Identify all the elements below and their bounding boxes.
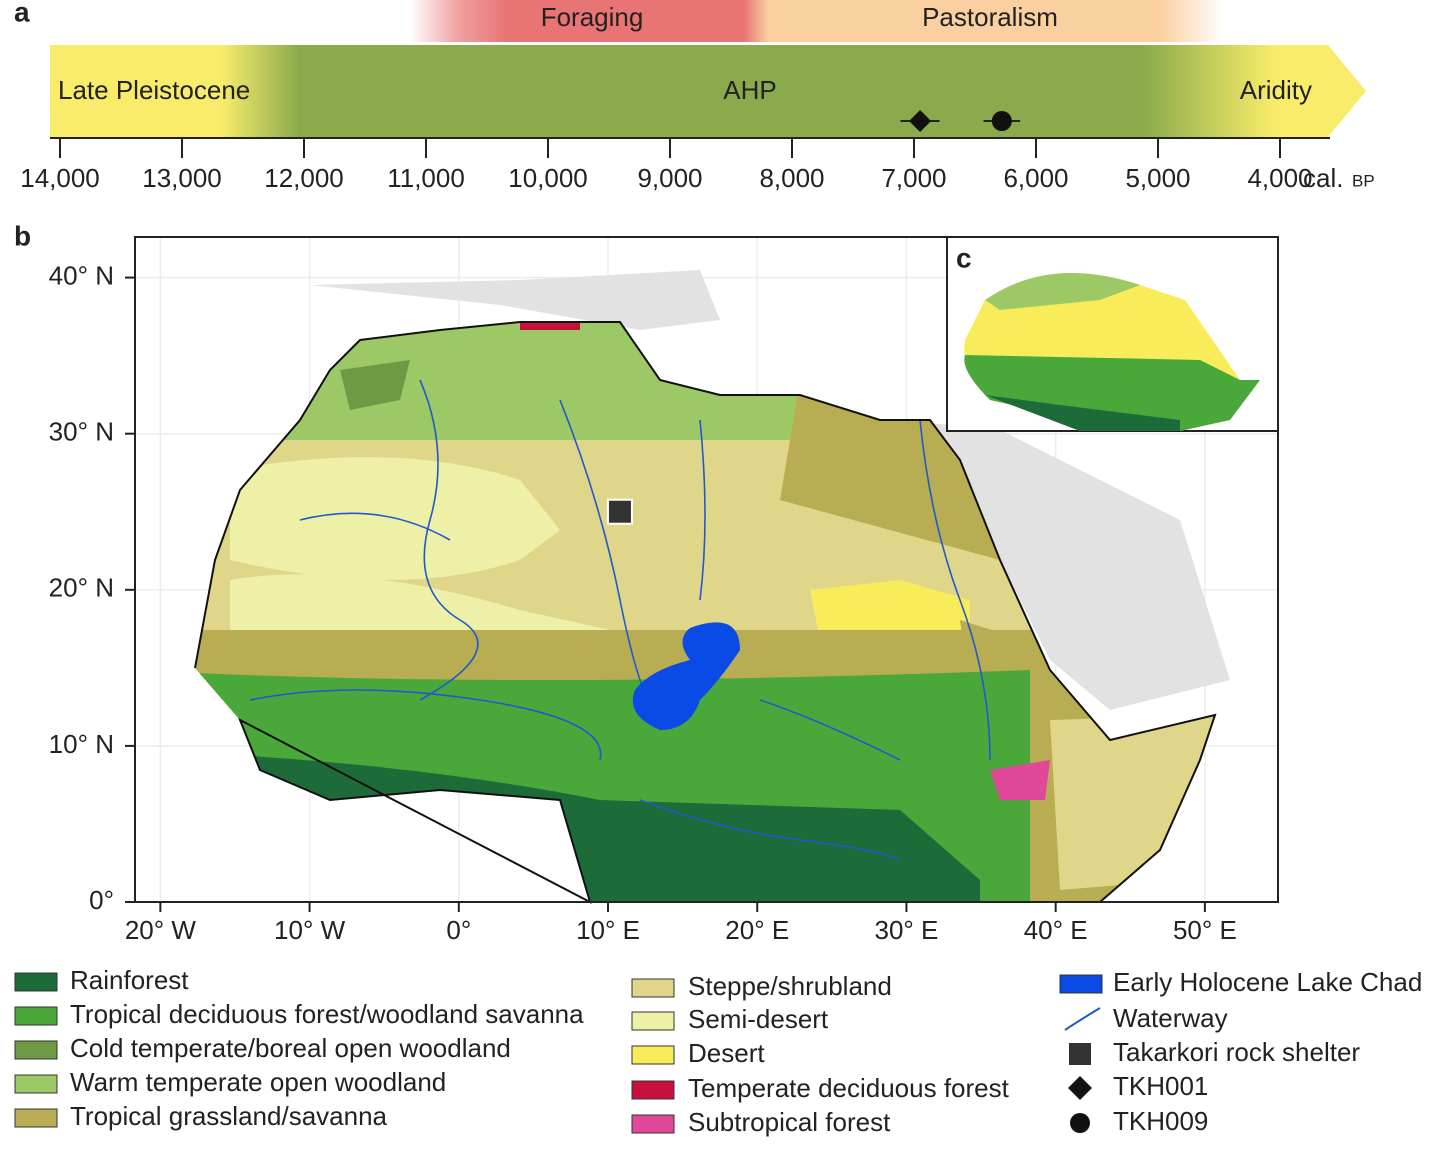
legend-label: Rainforest [70,965,189,995]
lake-chad [632,622,740,730]
period-label: Aridity [1240,75,1312,105]
legend-label: Subtropical forest [688,1107,891,1137]
legend-swatch [631,1011,675,1031]
y-tick-label: 0° [89,885,114,915]
legend-swatch [1059,974,1103,994]
x-tick-label: 30° E [875,915,939,945]
inset: c [946,236,1279,432]
legend-label: Tropical grassland/savanna [70,1101,388,1131]
x-tick-label: 10° E [576,915,640,945]
panel-label: b [14,220,31,251]
legend-label: Steppe/shrubland [688,971,892,1001]
x-tick-label: 50° E [1173,915,1237,945]
legend-label: Temperate deciduous forest [688,1073,1010,1103]
legend-label: Warm temperate open woodland [70,1067,446,1097]
y-tick-label: 20° N [49,573,114,603]
phase-band [410,0,1225,42]
axis-unit: BP [1352,171,1375,190]
legend-swatch [631,1114,675,1134]
legend-swatch [631,978,675,998]
legend-swatch [14,1006,58,1026]
x-tick-label: 4,000 [1247,163,1312,193]
legend-swatch [1069,1043,1091,1065]
map: b [14,220,1279,904]
legend-swatch [14,1074,58,1094]
x-tick-label: 7,000 [881,163,946,193]
x-tick-label: 9,000 [637,163,702,193]
legend-swatch [1070,1113,1090,1133]
x-tick-label: 0° [446,915,471,945]
coastline [194,321,1217,904]
x-tick-label: 8,000 [759,163,824,193]
x-tick-label: 14,000 [20,163,100,193]
x-tick-label: 11,000 [387,163,465,193]
x-tick-label: 10° W [274,915,346,945]
x-tick-label: 13,000 [142,163,222,193]
x-tick-label: 20° W [125,915,197,945]
legend-label: Semi-desert [688,1004,829,1034]
legend-label: Waterway [1113,1003,1228,1033]
x-tick-label: 20° E [725,915,789,945]
phase-label: Pastoralism [922,2,1058,32]
legend-swatch [631,1045,675,1065]
legend: Rainforest Tropical deciduous forest/wood… [14,965,1422,1137]
period-label: AHP [723,75,776,105]
panel-label: a [14,0,30,27]
legend-swatch [631,1080,675,1100]
land-background [310,250,1278,710]
sample-marker [909,110,932,132]
period-label: Late Pleistocene [58,75,250,105]
legend-label: Cold temperate/boreal open woodland [70,1033,511,1063]
y-tick-label: 30° N [49,417,114,447]
legend-swatch [14,1040,58,1060]
legend-swatch [14,1108,58,1128]
legend-swatch [1068,1076,1092,1100]
legend-label: Early Holocene Lake Chad [1113,967,1422,997]
panel-label: c [956,242,972,273]
y-tick-label: 40° N [49,260,114,290]
legend-swatch [1064,1007,1101,1031]
axis-unit: cal. [1303,163,1343,193]
timeline: a Foraging Pastoralism Late Pleistocene … [14,0,1375,193]
x-tick-label: 6,000 [1003,163,1068,193]
legend-label: Takarkori rock shelter [1113,1037,1360,1067]
y-tick-label: 10° N [49,729,114,759]
sample-marker [991,111,1012,131]
period-arrow [50,45,1366,137]
map-frame [134,236,1279,903]
site-marker [606,498,633,525]
legend-label: Desert [688,1038,765,1068]
legend-label: Tropical deciduous forest/woodland savan… [70,999,584,1029]
phase-label: Foraging [541,2,644,32]
legend-label: TKH009 [1113,1106,1208,1136]
legend-swatch [14,972,58,992]
x-tick-label: 40° E [1024,915,1088,945]
x-tick-label: 5,000 [1125,163,1190,193]
x-tick-label: 12,000 [264,163,344,193]
legend-label: TKH001 [1113,1071,1208,1101]
x-tick-label: 10,000 [508,163,588,193]
